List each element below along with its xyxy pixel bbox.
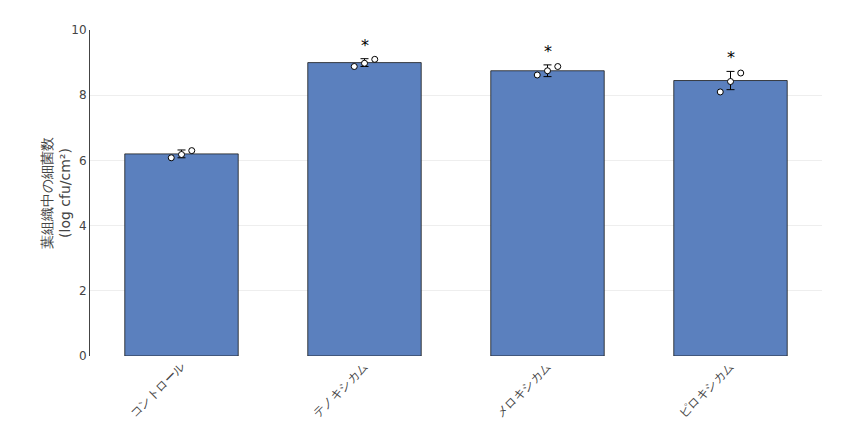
svg-text:コントロール: コントロール	[127, 359, 188, 420]
svg-text:*: *	[544, 42, 552, 61]
svg-text:*: *	[361, 36, 369, 55]
svg-text:2: 2	[79, 284, 87, 298]
svg-text:テノキシカム: テノキシカム	[310, 359, 371, 420]
svg-text:葉組織中の細菌数(log cfu/cm²): 葉組織中の細菌数(log cfu/cm²)	[39, 137, 73, 249]
svg-text:ピロキシカム: ピロキシカム	[676, 359, 737, 420]
svg-text:10: 10	[71, 23, 86, 37]
svg-text:*: *	[727, 48, 735, 67]
svg-text:メロキシカム: メロキシカム	[493, 359, 554, 420]
svg-text:4: 4	[79, 219, 87, 233]
svg-text:6: 6	[79, 154, 87, 168]
svg-text:0: 0	[79, 349, 87, 363]
svg-text:8: 8	[79, 88, 87, 102]
